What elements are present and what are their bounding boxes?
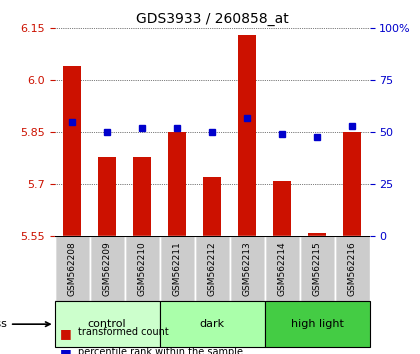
FancyBboxPatch shape (194, 236, 230, 301)
Text: ■: ■ (60, 327, 71, 341)
Text: control: control (88, 319, 126, 329)
FancyBboxPatch shape (265, 236, 299, 301)
FancyBboxPatch shape (160, 301, 265, 347)
Text: GSM562209: GSM562209 (102, 241, 112, 296)
FancyBboxPatch shape (335, 236, 370, 301)
Text: GSM562208: GSM562208 (68, 241, 76, 296)
Text: GSM562212: GSM562212 (207, 241, 217, 296)
Text: GSM562211: GSM562211 (173, 241, 181, 296)
Bar (168, 132, 186, 236)
FancyBboxPatch shape (299, 236, 335, 301)
Bar (134, 156, 151, 236)
Bar (203, 177, 221, 236)
Text: ■: ■ (60, 347, 71, 354)
Text: GSM562215: GSM562215 (312, 241, 322, 296)
FancyBboxPatch shape (265, 301, 370, 347)
Text: percentile rank within the sample: percentile rank within the sample (78, 347, 243, 354)
Bar (308, 233, 326, 236)
Text: GSM562210: GSM562210 (138, 241, 147, 296)
FancyBboxPatch shape (55, 236, 89, 301)
Bar (273, 181, 291, 236)
Bar (344, 132, 361, 236)
Title: GDS3933 / 260858_at: GDS3933 / 260858_at (136, 12, 289, 26)
Bar (239, 35, 256, 236)
FancyBboxPatch shape (160, 236, 194, 301)
Text: high light: high light (291, 319, 344, 329)
FancyBboxPatch shape (125, 236, 160, 301)
Text: dark: dark (200, 319, 225, 329)
Text: stress: stress (0, 319, 50, 329)
Text: GSM562216: GSM562216 (348, 241, 357, 296)
Bar (63, 67, 81, 236)
Text: transformed count: transformed count (78, 327, 168, 337)
Text: GSM562213: GSM562213 (243, 241, 252, 296)
FancyBboxPatch shape (230, 236, 265, 301)
Text: GSM562214: GSM562214 (278, 241, 286, 296)
Bar (98, 156, 116, 236)
FancyBboxPatch shape (55, 301, 160, 347)
FancyBboxPatch shape (89, 236, 125, 301)
